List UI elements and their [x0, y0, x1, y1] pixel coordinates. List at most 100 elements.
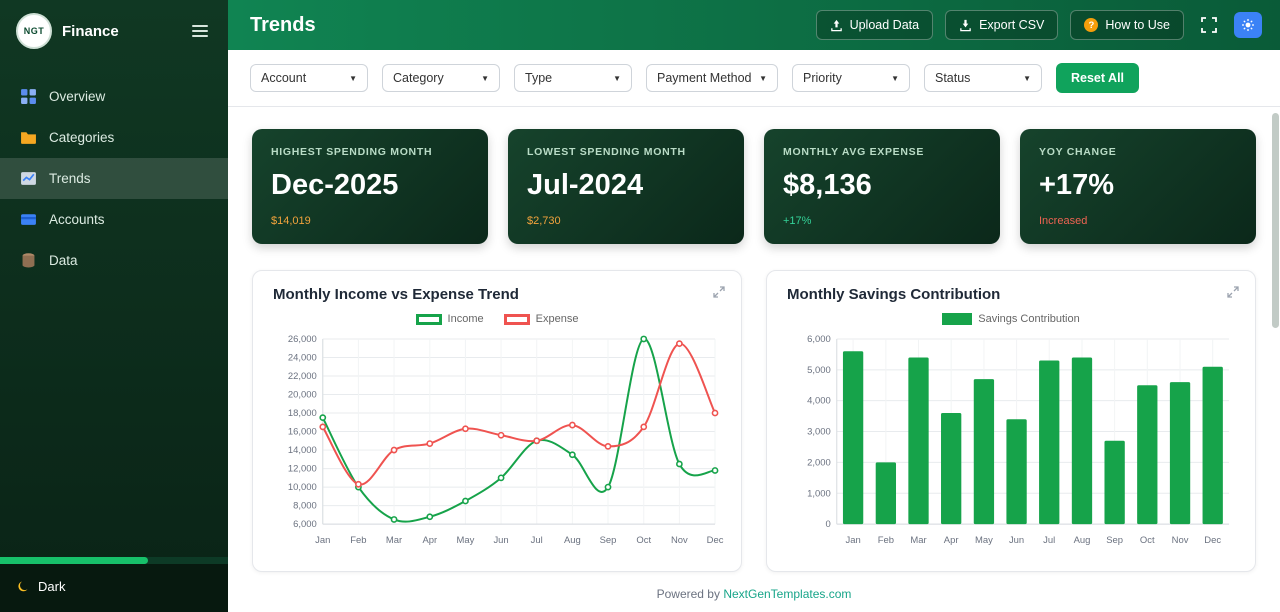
- savings-chart-card: Monthly Savings Contribution Savings Con…: [766, 270, 1256, 572]
- charts-row: Monthly Income vs Expense Trend Income E…: [252, 270, 1256, 572]
- sidebar-item-accounts[interactable]: Accounts: [0, 199, 228, 240]
- svg-text:Jul: Jul: [531, 535, 543, 546]
- legend-item-savings[interactable]: Savings Contribution: [942, 313, 1080, 325]
- stat-label: MONTHLY AVG EXPENSE: [783, 146, 925, 158]
- stat-label: HIGHEST SPENDING MONTH: [271, 146, 433, 158]
- svg-text:18,000: 18,000: [288, 408, 317, 419]
- svg-text:22,000: 22,000: [288, 371, 317, 382]
- stat-cards-row: HIGHEST SPENDING MONTH Dec-2025 $14,019 …: [252, 129, 1256, 244]
- svg-text:4,000: 4,000: [807, 396, 831, 407]
- theme-toggle-label: Dark: [38, 579, 66, 594]
- account-filter-dropdown[interactable]: Account ▼: [250, 64, 368, 92]
- svg-text:20,000: 20,000: [288, 389, 317, 400]
- svg-text:2,000: 2,000: [807, 457, 831, 468]
- sidebar-item-label: Trends: [49, 171, 91, 186]
- how-to-use-label: How to Use: [1105, 18, 1170, 32]
- upload-data-button[interactable]: Upload Data: [815, 10, 934, 40]
- sidebar-item-categories[interactable]: Categories: [0, 117, 228, 158]
- svg-text:Jun: Jun: [493, 535, 508, 546]
- chevron-down-icon: ▼: [759, 73, 767, 83]
- svg-text:Jul: Jul: [1043, 535, 1055, 546]
- sidebar-item-trends[interactable]: Trends: [0, 158, 228, 199]
- category-filter-label: Category: [393, 71, 444, 85]
- svg-text:Dec: Dec: [707, 535, 724, 546]
- stat-card-highest-spending: HIGHEST SPENDING MONTH Dec-2025 $14,019: [252, 129, 488, 244]
- svg-text:0: 0: [826, 519, 831, 530]
- svg-text:Nov: Nov: [671, 535, 688, 546]
- type-filter-label: Type: [525, 71, 553, 85]
- logo-text: NGT: [23, 26, 45, 36]
- theme-toggle[interactable]: Dark: [0, 564, 228, 612]
- stat-label: LOWEST SPENDING MONTH: [527, 146, 686, 158]
- legend-label: Expense: [535, 313, 579, 325]
- chart-legend: Income Expense: [269, 313, 725, 325]
- legend-item-income[interactable]: Income: [415, 313, 484, 325]
- settings-button[interactable]: [1234, 12, 1262, 38]
- stat-card-monthly-avg-expense: MONTHLY AVG EXPENSE $8,136 +17%: [764, 129, 1000, 244]
- status-filter-label: Status: [935, 71, 971, 85]
- type-filter-dropdown[interactable]: Type ▼: [514, 64, 632, 92]
- fullscreen-icon: [1201, 17, 1217, 33]
- credit-card-icon: [21, 214, 36, 225]
- stat-value: $8,136: [783, 169, 872, 201]
- stat-subtext: +17%: [783, 215, 812, 227]
- svg-text:Mar: Mar: [910, 535, 926, 546]
- chevron-down-icon: ▼: [891, 73, 899, 83]
- main-area: Trends Upload Data Export CSV ? How to U…: [228, 0, 1280, 612]
- footer-link[interactable]: NextGenTemplates.com: [723, 587, 852, 601]
- footer: Powered by NextGenTemplates.com: [252, 572, 1256, 611]
- stat-card-lowest-spending: LOWEST SPENDING MONTH Jul-2024 $2,730: [508, 129, 744, 244]
- status-filter-dropdown[interactable]: Status ▼: [924, 64, 1042, 92]
- stat-value: Dec-2025: [271, 169, 399, 201]
- stat-subtext: Increased: [1039, 215, 1088, 227]
- brand-logo: NGT: [16, 13, 52, 49]
- category-filter-dropdown[interactable]: Category ▼: [382, 64, 500, 92]
- sidebar-item-label: Overview: [49, 89, 106, 104]
- svg-text:Jun: Jun: [1009, 535, 1024, 546]
- payment-method-filter-dropdown[interactable]: Payment Method ▼: [646, 64, 778, 92]
- scrollbar-track[interactable]: [1272, 108, 1279, 610]
- svg-text:14,000: 14,000: [288, 445, 317, 456]
- chevron-down-icon: ▼: [349, 73, 357, 83]
- chart-expand-icon[interactable]: [1227, 286, 1239, 298]
- stat-label: YOY CHANGE: [1039, 146, 1117, 158]
- svg-text:6,000: 6,000: [807, 334, 831, 345]
- chevron-down-icon: ▼: [481, 73, 489, 83]
- folder-icon: [21, 132, 36, 144]
- chevron-down-icon: ▼: [613, 73, 621, 83]
- svg-text:10,000: 10,000: [288, 482, 317, 493]
- svg-text:Feb: Feb: [350, 535, 366, 546]
- svg-text:Oct: Oct: [636, 535, 651, 546]
- sidebar-progress-bar: [0, 557, 228, 564]
- svg-text:Jan: Jan: [315, 535, 330, 546]
- trends-chart-icon: [21, 172, 36, 185]
- sidebar-item-data[interactable]: Data: [0, 240, 228, 281]
- payment-method-filter-label: Payment Method: [657, 71, 752, 85]
- svg-text:16,000: 16,000: [288, 427, 317, 438]
- upload-data-label: Upload Data: [849, 18, 920, 32]
- how-to-use-button[interactable]: ? How to Use: [1070, 10, 1184, 40]
- sidebar-item-label: Data: [49, 253, 78, 268]
- fullscreen-button[interactable]: [1196, 12, 1222, 38]
- sidebar-item-overview[interactable]: Overview: [0, 76, 228, 117]
- svg-text:6,000: 6,000: [293, 519, 317, 530]
- stat-card-yoy-change: YOY CHANGE +17% Increased: [1020, 129, 1256, 244]
- reset-all-button[interactable]: Reset All: [1056, 63, 1140, 93]
- gear-icon: [1242, 19, 1254, 31]
- stat-value: Jul-2024: [527, 169, 644, 201]
- chart-expand-icon[interactable]: [713, 286, 725, 298]
- upload-icon: [830, 19, 842, 31]
- svg-text:8,000: 8,000: [293, 501, 317, 512]
- legend-item-expense[interactable]: Expense: [503, 313, 579, 325]
- hamburger-menu-icon[interactable]: [188, 21, 212, 41]
- svg-text:Jan: Jan: [845, 535, 860, 546]
- footer-text: Powered by: [656, 587, 720, 601]
- sidebar: NGT Finance Overview Categories Trends A…: [0, 0, 228, 612]
- chart-title: Monthly Savings Contribution: [787, 286, 1001, 303]
- priority-filter-dropdown[interactable]: Priority ▼: [792, 64, 910, 92]
- top-header: Trends Upload Data Export CSV ? How to U…: [228, 0, 1280, 50]
- export-csv-button[interactable]: Export CSV: [945, 10, 1059, 40]
- chevron-down-icon: ▼: [1023, 73, 1031, 83]
- scrollbar-thumb[interactable]: [1272, 113, 1279, 328]
- svg-text:Apr: Apr: [944, 535, 959, 546]
